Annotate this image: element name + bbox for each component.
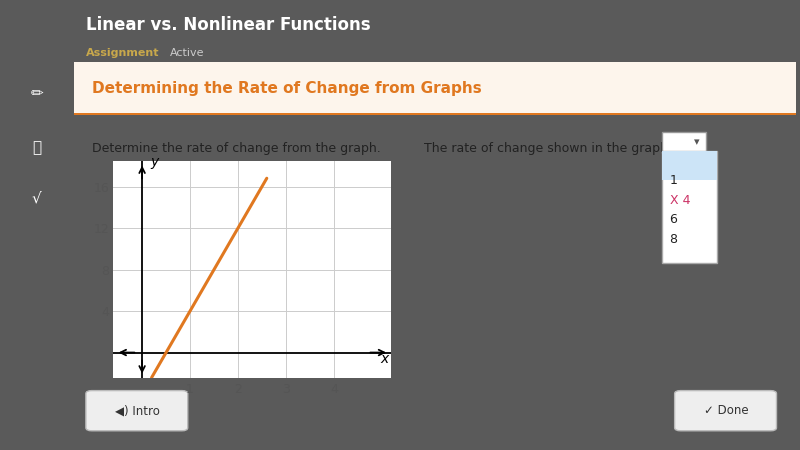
Bar xyxy=(662,151,717,263)
Bar xyxy=(662,132,706,153)
FancyBboxPatch shape xyxy=(86,391,188,431)
Text: 1: 1 xyxy=(670,174,678,187)
Text: √: √ xyxy=(32,190,42,205)
Text: X 4: X 4 xyxy=(670,194,690,207)
Text: Linear vs. Nonlinear Functions: Linear vs. Nonlinear Functions xyxy=(86,15,371,33)
Text: The rate of change shown in the graph is: The rate of change shown in the graph is xyxy=(424,142,682,155)
Bar xyxy=(662,151,717,180)
Text: 6: 6 xyxy=(670,213,678,226)
Text: Active: Active xyxy=(170,49,204,58)
Text: Assignment: Assignment xyxy=(86,49,160,58)
Text: y: y xyxy=(150,155,159,169)
Text: ▾: ▾ xyxy=(694,138,700,148)
Text: 🎧: 🎧 xyxy=(32,140,42,155)
Text: ✓ Done: ✓ Done xyxy=(704,404,748,417)
Text: Determine the rate of change from the graph.: Determine the rate of change from the gr… xyxy=(92,142,381,155)
Text: x: x xyxy=(380,352,388,366)
Bar xyxy=(74,113,796,115)
FancyBboxPatch shape xyxy=(674,391,777,431)
Text: ✏: ✏ xyxy=(30,86,43,101)
Bar xyxy=(74,62,796,113)
Text: 8: 8 xyxy=(670,233,678,246)
Text: ◀) Intro: ◀) Intro xyxy=(114,404,160,417)
Text: Determining the Rate of Change from Graphs: Determining the Rate of Change from Grap… xyxy=(92,81,482,96)
